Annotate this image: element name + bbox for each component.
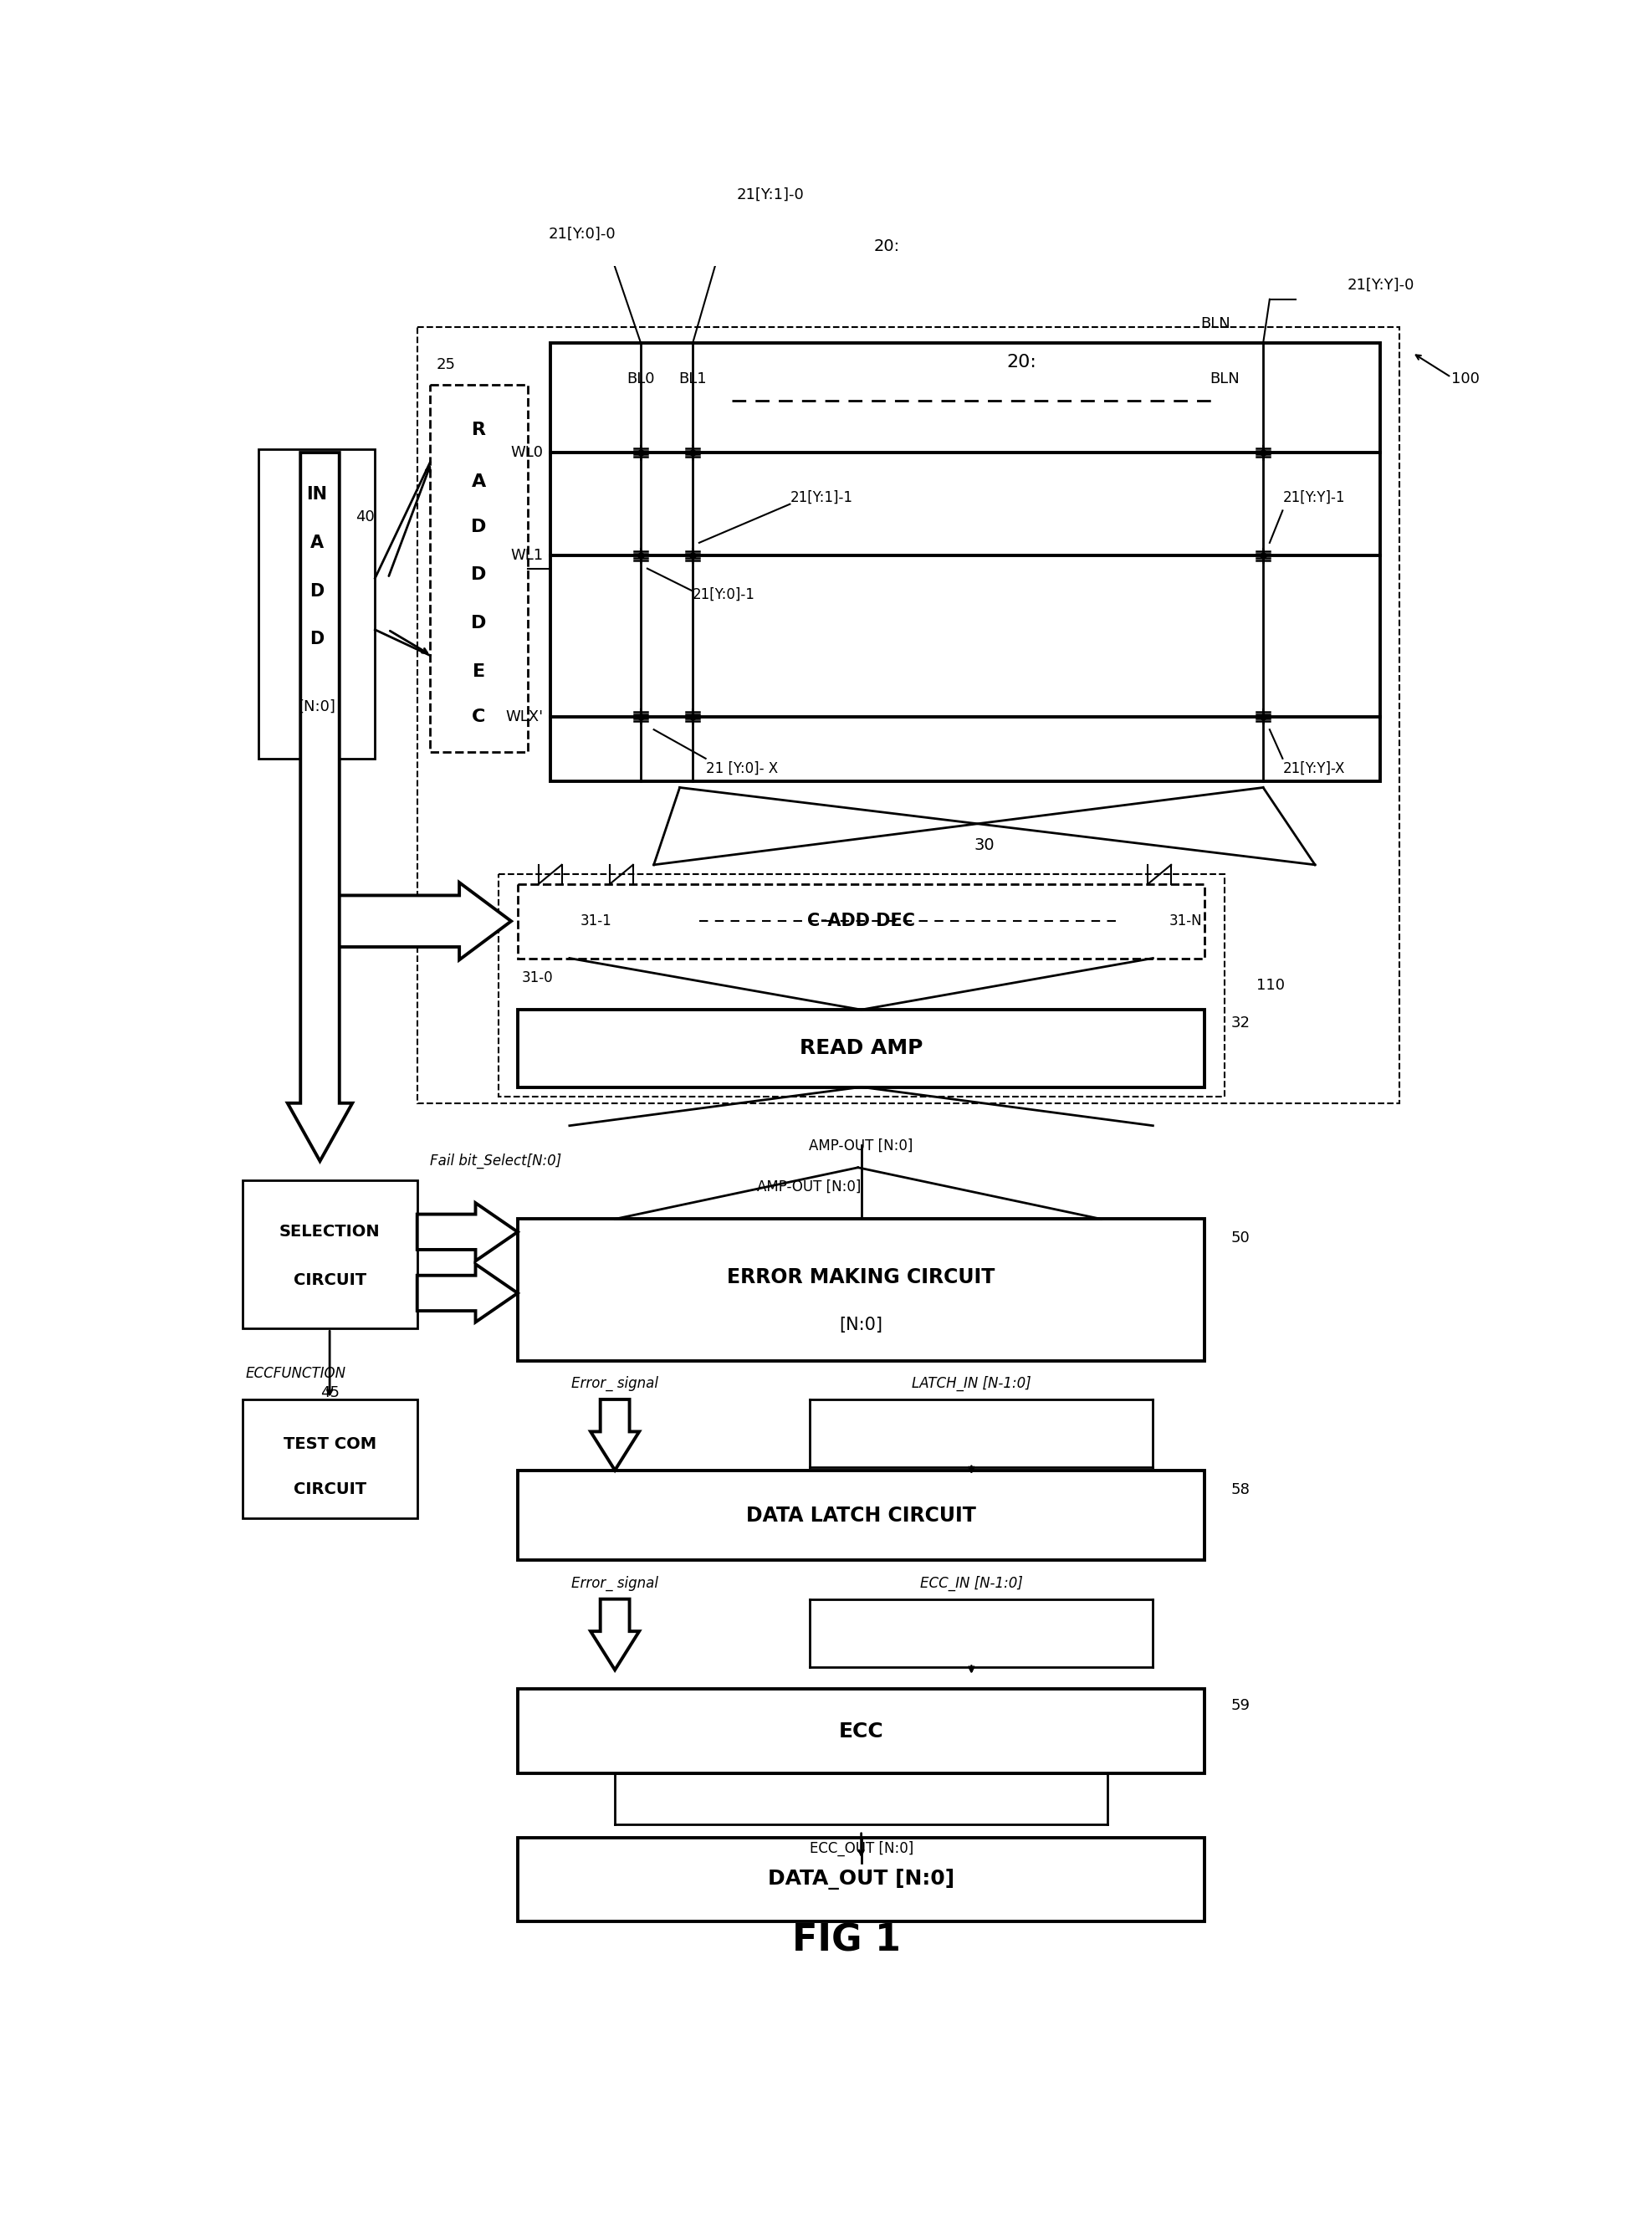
Text: R: R <box>472 421 486 439</box>
Text: 21[Y:0]-0: 21[Y:0]-0 <box>548 226 616 241</box>
Text: READ AMP: READ AMP <box>800 1039 923 1059</box>
Bar <box>517 1471 1204 1559</box>
Text: 31-N: 31-N <box>1170 913 1203 928</box>
Text: DATA_OUT [N:0]: DATA_OUT [N:0] <box>768 1869 955 1889</box>
Bar <box>418 328 1399 1103</box>
Text: CIRCUIT: CIRCUIT <box>294 1271 367 1289</box>
Bar <box>243 1181 418 1329</box>
Text: AMP-OUT [N:0]: AMP-OUT [N:0] <box>809 1139 914 1154</box>
Text: WLX': WLX' <box>506 709 544 724</box>
Text: 25: 25 <box>436 357 456 372</box>
Text: 45: 45 <box>320 1384 339 1400</box>
Polygon shape <box>591 1599 639 1670</box>
Text: 110: 110 <box>1257 979 1285 992</box>
Text: AMP-OUT [N:0]: AMP-OUT [N:0] <box>757 1178 861 1194</box>
Bar <box>517 1218 1204 1360</box>
Text: 20:: 20: <box>1006 354 1036 370</box>
Text: ECCFUNCTION: ECCFUNCTION <box>246 1367 345 1382</box>
Text: 50: 50 <box>1231 1232 1251 1245</box>
Text: ECC: ECC <box>839 1721 884 1741</box>
Text: 100: 100 <box>1450 370 1480 385</box>
Text: [N:0]: [N:0] <box>839 1318 882 1333</box>
Bar <box>517 1690 1204 1772</box>
Text: WL0: WL0 <box>510 445 544 461</box>
Polygon shape <box>418 1203 517 1260</box>
Text: DATA LATCH CIRCUIT: DATA LATCH CIRCUIT <box>747 1506 976 1526</box>
Text: [N:0]: [N:0] <box>297 700 335 715</box>
Polygon shape <box>591 1400 639 1471</box>
Bar <box>430 385 527 753</box>
Text: 58: 58 <box>1231 1482 1251 1497</box>
Text: D: D <box>471 616 486 631</box>
Text: D: D <box>309 631 324 647</box>
Text: CIRCUIT: CIRCUIT <box>294 1482 367 1497</box>
Bar <box>258 450 375 758</box>
Text: Error_ signal: Error_ signal <box>572 1575 659 1590</box>
Text: 32: 32 <box>1231 1014 1251 1030</box>
Text: 21[Y:1]-0: 21[Y:1]-0 <box>737 188 805 202</box>
Text: D: D <box>309 583 324 600</box>
Text: 21[Y:Y]-0: 21[Y:Y]-0 <box>1348 277 1414 292</box>
Text: IN: IN <box>306 485 327 503</box>
Text: D: D <box>471 518 486 536</box>
Text: BL1: BL1 <box>679 370 707 385</box>
Bar <box>517 1010 1204 1088</box>
Text: ECC_IN [N-1:0]: ECC_IN [N-1:0] <box>920 1575 1023 1590</box>
Text: BLN: BLN <box>1209 370 1239 385</box>
Text: C-ADD DEC: C-ADD DEC <box>808 913 915 930</box>
Text: 31-1: 31-1 <box>580 913 611 928</box>
Text: BL0: BL0 <box>626 370 654 385</box>
Bar <box>499 875 1224 1096</box>
Text: A: A <box>471 474 486 490</box>
Text: 20:: 20: <box>874 239 900 255</box>
Text: TEST COM: TEST COM <box>282 1438 377 1453</box>
Text: 30: 30 <box>975 837 995 853</box>
Polygon shape <box>418 1265 517 1322</box>
Text: E: E <box>472 662 486 680</box>
Text: FIG 1: FIG 1 <box>791 1923 900 1958</box>
Text: 31-0: 31-0 <box>522 970 553 986</box>
Text: 40: 40 <box>355 509 375 525</box>
Text: SELECTION: SELECTION <box>279 1225 380 1240</box>
Text: 59: 59 <box>1231 1699 1251 1712</box>
Text: LATCH_IN [N-1:0]: LATCH_IN [N-1:0] <box>912 1376 1031 1391</box>
Text: Fail bit_Select[N:0]: Fail bit_Select[N:0] <box>430 1154 562 1170</box>
Text: ERROR MAKING CIRCUIT: ERROR MAKING CIRCUIT <box>727 1267 995 1287</box>
Text: Error_ signal: Error_ signal <box>572 1376 659 1391</box>
Text: 21[Y:1]-1: 21[Y:1]-1 <box>790 490 852 505</box>
Text: D: D <box>471 567 486 583</box>
Text: A: A <box>311 534 324 552</box>
Text: 21[Y:Y]-1: 21[Y:Y]-1 <box>1282 490 1345 505</box>
Bar <box>517 884 1204 959</box>
Text: 21 [Y:0]- X: 21 [Y:0]- X <box>705 760 778 775</box>
Bar <box>517 1838 1204 1920</box>
Text: C: C <box>472 709 486 724</box>
Bar <box>243 1400 418 1519</box>
Polygon shape <box>330 882 510 959</box>
Bar <box>550 343 1379 782</box>
Text: WL1: WL1 <box>510 547 544 563</box>
Text: BLN: BLN <box>1201 317 1231 332</box>
Text: 21[Y:Y]-X: 21[Y:Y]-X <box>1282 760 1345 775</box>
Text: ECC_OUT [N:0]: ECC_OUT [N:0] <box>809 1841 914 1856</box>
Polygon shape <box>287 452 352 1161</box>
Text: 21[Y:0]-1: 21[Y:0]-1 <box>692 587 755 602</box>
